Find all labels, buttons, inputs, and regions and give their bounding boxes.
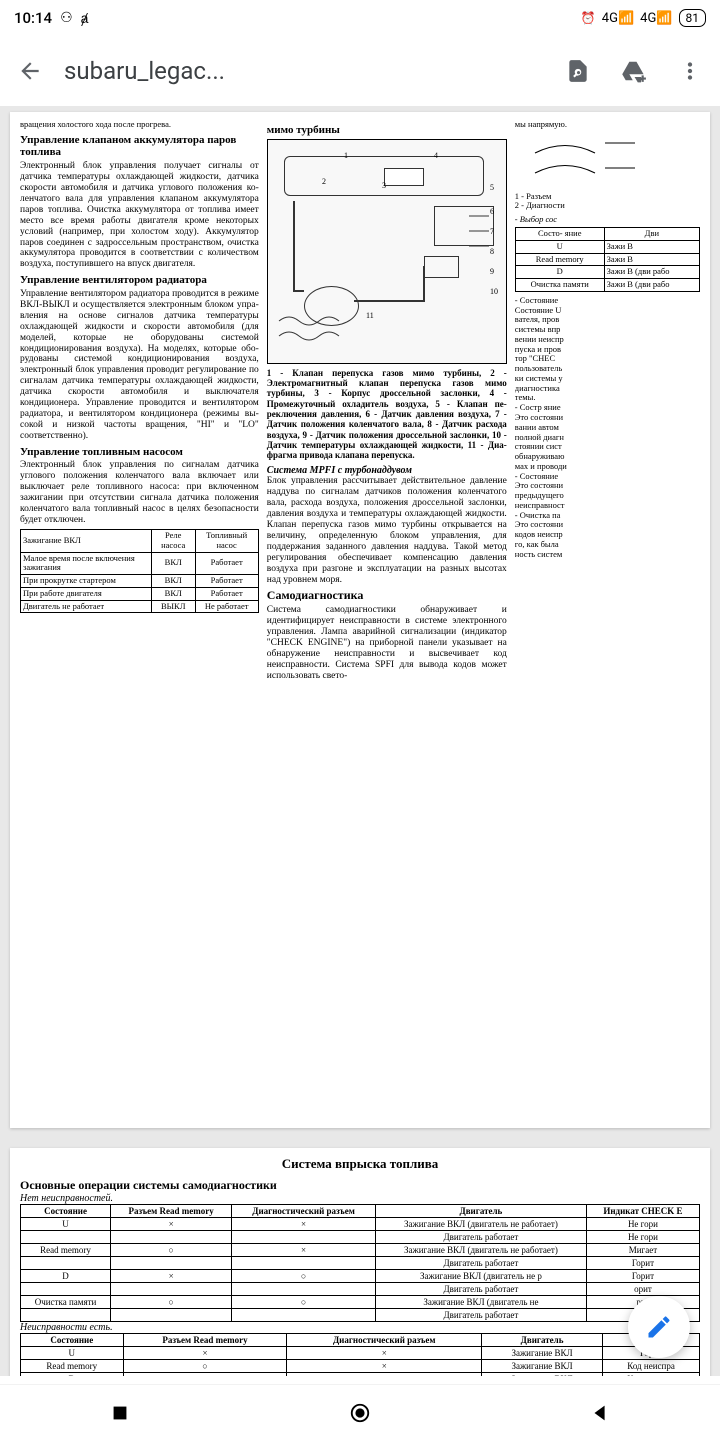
svg-text:11: 11 [366,311,374,320]
svg-text:10: 10 [490,287,498,296]
turbo-diagram: 1 2 3 4 5 6 7 8 9 10 11 [267,139,507,364]
column-1: вращения холостого хода после прогрева. … [20,120,259,685]
diagram-caption: 1 - Клапан перепуска газов мимо турби­ны… [267,368,507,461]
page-1: вращения холостого хода после прогрева. … [10,112,710,1128]
connector-diagram [515,133,655,188]
find-in-page-button[interactable] [556,49,600,93]
app-bar: subaru_legac... [0,36,720,106]
page2-subtitle-1: Нет неисправностей. [20,1193,700,1204]
svg-text:9: 9 [490,267,494,276]
page2-heading: Основные операции системы самодиагностик… [20,1178,700,1193]
edit-fab[interactable] [628,1296,690,1358]
status-time: 10:14 [14,9,52,27]
diag-table-1: СостояниеРазъем Read memoryДиагностическ… [20,1204,700,1322]
heading-selfdiag: Самодиагностика [267,589,507,603]
avast-icon: ⱥ [81,10,89,27]
home-button[interactable] [349,1402,371,1424]
android-nav-bar [0,1384,720,1440]
diag-table-2: СостояниеРазъем Read memoryДиагностическ… [20,1333,700,1376]
para-fuelpump: Электронный блок управления по сиг­налам… [20,460,259,526]
para-mpfi: Блок управления рассчитывает дейст­вител… [267,476,507,585]
state-table-clip: Состо- яниеДви UЗажи В Read memoryЗажи В… [515,227,700,292]
heading-mpfi: Система MPFI с турбонаддувом [267,465,507,477]
alarm-icon: ⏰ [581,11,596,25]
fuelpump-table: Зажигание ВКЛРеле насосаТопливный насос … [20,529,259,613]
para-selfdiag: Система самодиагностики обнаруживает и и… [267,605,507,681]
document-viewer[interactable]: вращения холостого хода после прогрева. … [0,106,720,1376]
svg-text:8: 8 [490,247,494,256]
heading-fuelpump: Управление топливным насосом [20,446,259,459]
legend-2: 2 - Диагности [515,201,700,211]
document-title: subaru_legac... [64,57,544,85]
column-3: мы напрямую. 1 - Разъем 2 - Диагности - … [515,120,700,685]
svg-text:1: 1 [344,151,348,160]
text-fragment: вращения холостого хода после прогрева. [20,120,259,130]
column-2: мимо турбины [267,120,507,685]
recent-apps-button[interactable] [109,1402,131,1424]
back-button[interactable] [8,49,52,93]
svg-text:6: 6 [490,207,494,216]
status-bar: 10:14 ⚇ ⱥ ⏰ 4G📶 4G📶 81 [0,0,720,36]
svg-text:3: 3 [382,181,386,190]
page-2: Система впрыска топлива Основные операци… [10,1148,710,1376]
text-fragment: мы напрямую. [515,120,700,130]
heading-turbo: мимо турбины [267,124,507,137]
svg-text:5: 5 [490,183,494,192]
heading-evap: Управление клапаном аккумулятора паров т… [20,134,259,159]
page2-title: Система впрыска топлива [20,1156,700,1172]
svg-text:7: 7 [490,227,494,236]
odnoklassniki-icon: ⚇ [60,10,73,26]
clipped-notes: - СостояниеСостояние Uвателя, провсистем… [515,296,700,560]
table-caption: - Выбор сос [515,215,700,225]
heading-fan: Управление вентилятором радиатора [20,274,259,287]
back-nav-button[interactable] [589,1402,611,1424]
para-evap: Электронный блок управления получает сиг… [20,161,259,270]
signal-2: 4G📶 [640,11,672,26]
svg-text:2: 2 [322,177,326,186]
more-options-button[interactable] [668,49,712,93]
para-fan: Управление вентилятором радиатора провод… [20,289,259,442]
add-to-drive-button[interactable] [612,49,656,93]
battery-indicator: 81 [679,9,707,27]
svg-text:4: 4 [434,151,438,160]
page2-subtitle-2: Неисправности есть. [20,1322,700,1333]
signal-1: 4G📶 [602,11,634,26]
